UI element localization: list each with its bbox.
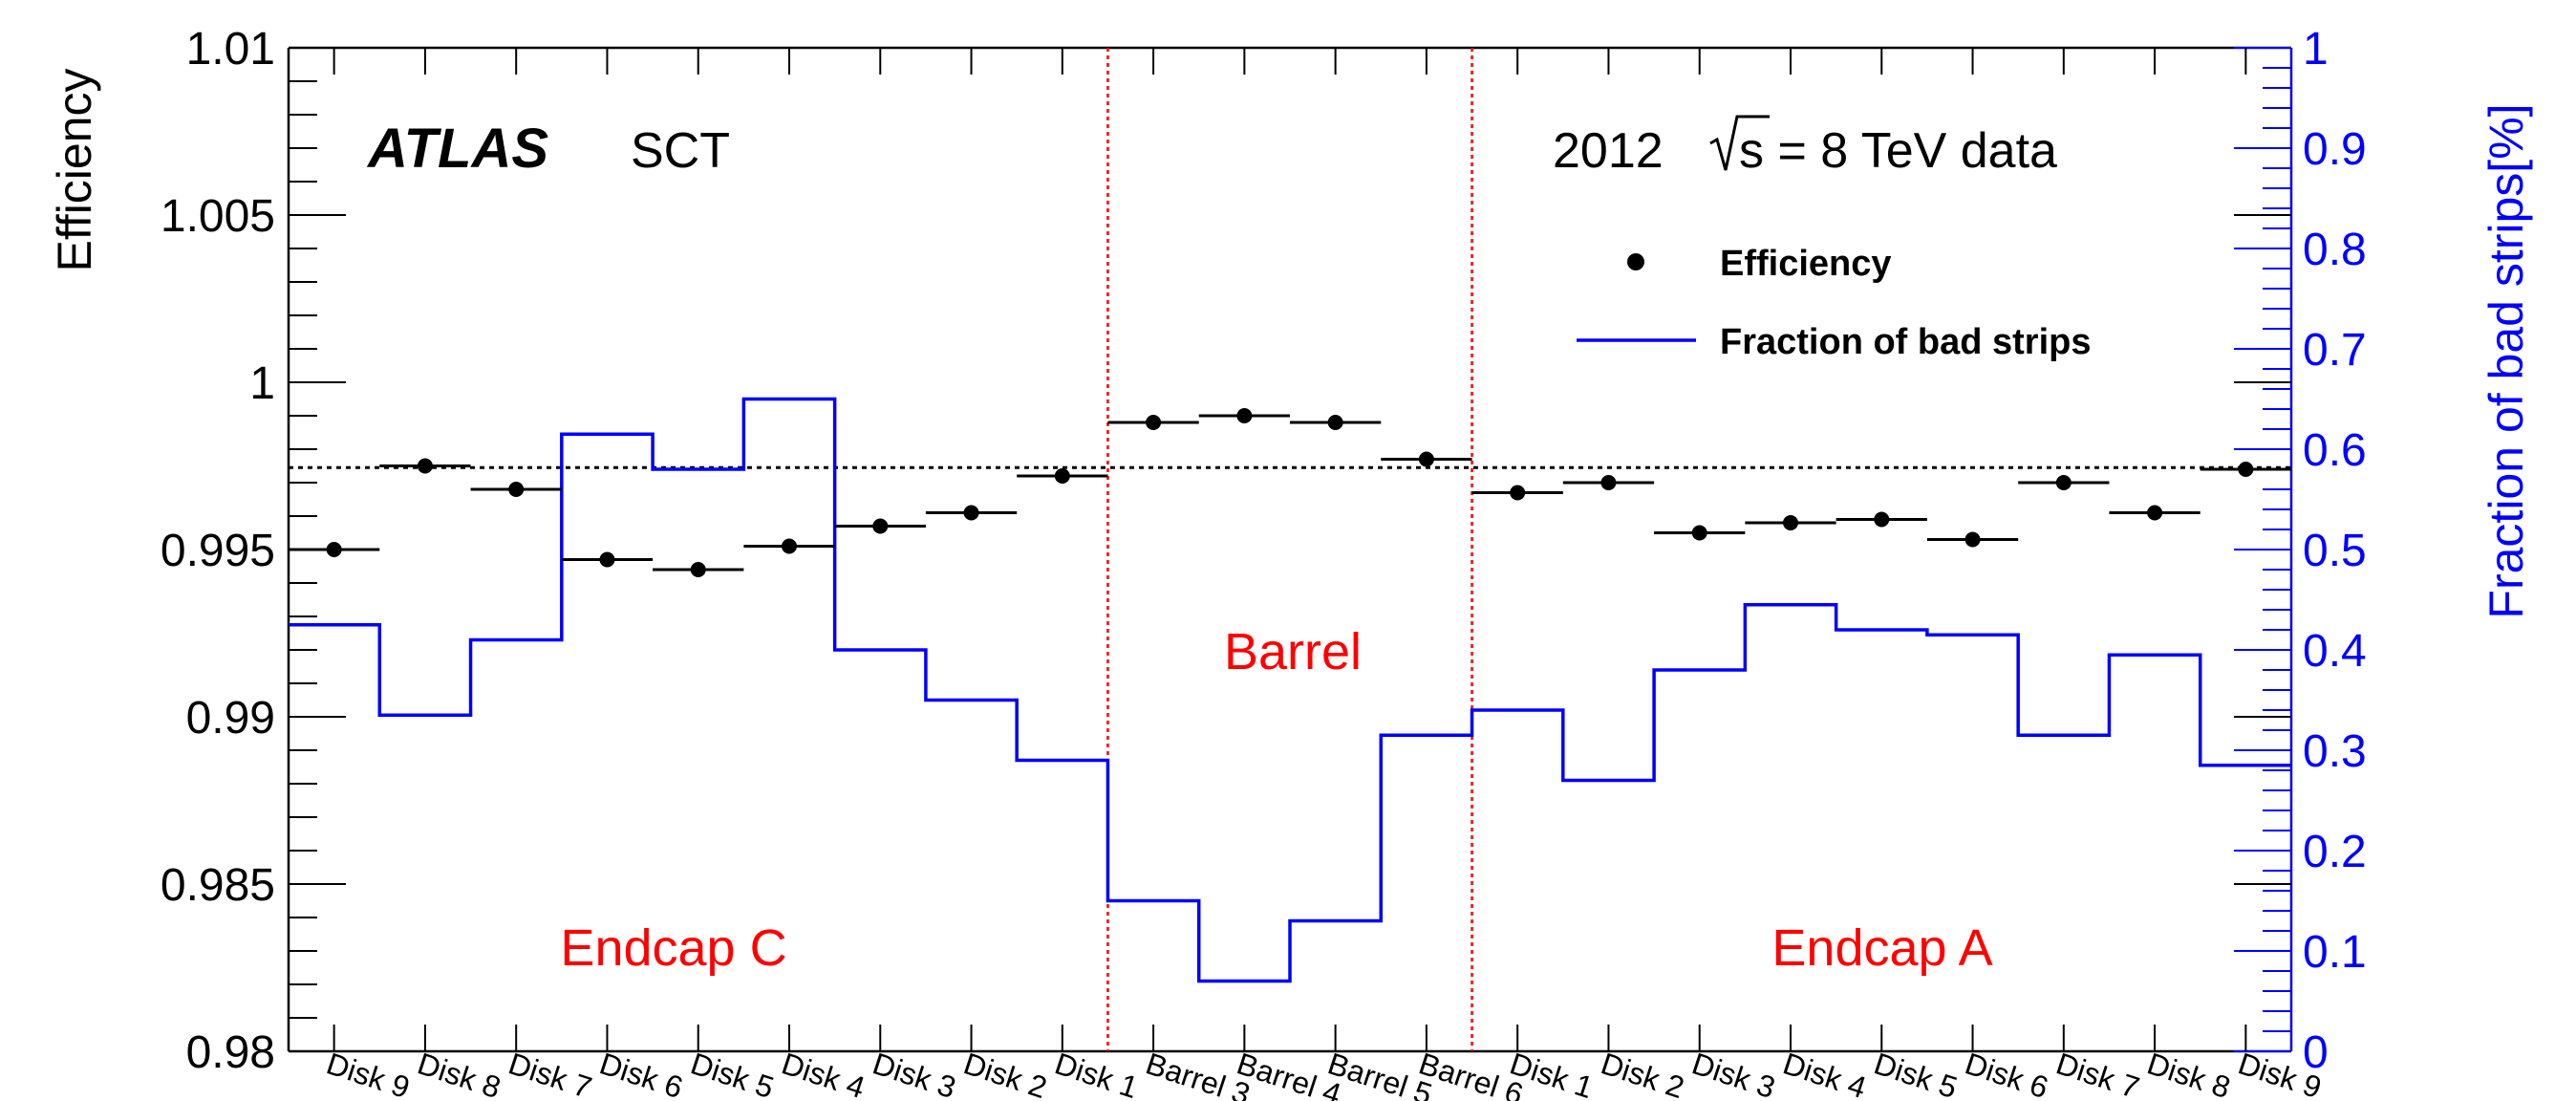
y2-tick-label: 0.8 [2303,225,2367,275]
efficiency-point [326,542,342,557]
region-label-endcap-a: Endcap A [1771,919,1992,977]
x-tick-label: Disk 5 [1870,1046,1962,1101]
efficiency-point [2055,475,2072,490]
labels-group: 0.98 0.985 0.99 0.995 1 1.005 1.01 0 0.1 0.2 0.3 0.… [161,24,2367,1101]
x-tick-label: Disk 8 [2143,1046,2235,1101]
efficiency-point [872,518,889,534]
efficiency-point [1600,475,1617,490]
efficiency-group [289,408,2291,577]
bad-strips-group [289,397,2291,983]
x-tick-label: Disk 7 [504,1046,596,1101]
x-tick-label: Disk 3 [1688,1046,1780,1101]
x-tick-label: Disk 7 [2052,1046,2144,1101]
y2-tick-label: 0.4 [2303,626,2367,677]
legend-bad-strips-label: Fraction of bad strips [1720,322,2091,362]
bad-strips-series-line [289,397,2291,983]
legend-efficiency-marker [1627,253,1644,270]
x-tick-label: Disk 4 [778,1046,869,1101]
efficiency-point [1146,415,1162,430]
x-tick-label: Disk 5 [687,1046,779,1101]
detector-label: SCT [631,123,730,179]
experiment-label: ATLAS [366,118,548,180]
y-tick-label: 0.99 [186,693,275,744]
y2-tick-label: 0.7 [2303,325,2367,376]
efficiency-point [1510,485,1526,501]
ticks-group [289,47,2291,1052]
efficiency-point [963,505,979,521]
y2-tick-label: 0.2 [2303,827,2367,877]
efficiency-point [1418,451,1434,467]
efficiency-point [2238,462,2254,477]
efficiency-point [1327,415,1343,430]
y-tick-label: 1 [249,358,275,409]
efficiency-point [1054,468,1070,484]
y2-axis-title: Fraction of bad strips[%] [2479,103,2533,618]
y-tick-label: 0.995 [161,526,275,576]
efficiency-point [1964,531,1981,548]
efficiency-point [782,538,797,554]
efficiency-point [417,458,433,474]
x-tick-label: Disk 3 [869,1046,960,1101]
efficiency-point [1783,515,1798,530]
region-label-endcap-c: Endcap C [560,919,786,977]
y2-tick-label: 0.1 [2303,927,2367,978]
y-tick-label: 1.005 [161,191,275,242]
y-tick-label: 1.01 [186,24,275,75]
y2-tick-label: 0.5 [2303,526,2367,576]
efficiency-point [1236,408,1253,423]
x-tick-label: Disk 2 [1597,1046,1688,1101]
dataset-energy: s = 8 TeV data [1739,123,2057,179]
sqrt-symbol-icon [1709,115,1770,171]
dataset-year: 2012 [1553,123,1664,179]
x-tick-label: Disk 9 [322,1046,414,1101]
efficiency-point [599,551,615,568]
y2-tick-label: 0.6 [2303,425,2367,476]
efficiency-point [1874,511,1890,528]
x-tick-label: Disk 8 [414,1046,505,1101]
y-axis-title: Efficiency [48,68,101,271]
y2-tick-label: 0.3 [2303,726,2367,777]
y2-tick-label: 0 [2303,1027,2329,1078]
x-tick-label: Disk 1 [1051,1046,1143,1101]
axes-group [287,46,2293,1053]
x-tick-label: Disk 4 [1779,1046,1871,1101]
legend-efficiency-label: Efficiency [1720,244,1892,284]
x-tick-label: Disk 6 [1961,1046,2052,1101]
y2-tick-label: 1 [2303,24,2329,75]
y-tick-label: 0.985 [161,860,275,911]
efficiency-point [508,482,525,497]
y2-tick-label: 0.9 [2303,124,2367,175]
efficiency-point [2147,505,2163,521]
y-tick-label: 0.98 [186,1027,275,1078]
region-label-barrel: Barrel [1224,623,1362,680]
x-tick-label: Disk 2 [959,1046,1051,1101]
efficiency-point [690,562,706,577]
x-tick-label: Disk 6 [595,1046,687,1101]
efficiency-point [1691,525,1707,541]
